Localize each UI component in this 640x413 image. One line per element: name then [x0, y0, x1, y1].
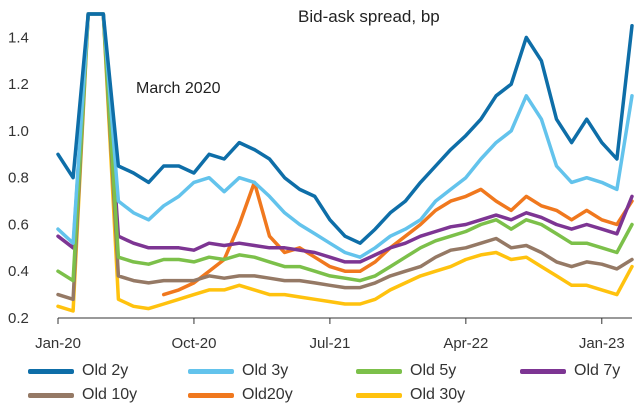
x-tick-label: Jan-20	[35, 335, 81, 352]
series-line-old20y	[161, 180, 634, 297]
legend-swatch	[188, 392, 234, 398]
legend-label: Old 2y	[82, 362, 129, 379]
legend-item: Old20y	[188, 386, 293, 404]
y-tick-label: 0.8	[8, 170, 29, 187]
series-line-old-2y	[56, 12, 634, 245]
legend-label: Old 7y	[574, 362, 621, 379]
series-line-old-10y	[56, 12, 634, 302]
y-tick-label: 0.2	[8, 310, 29, 327]
legend-swatch	[28, 392, 74, 398]
chart-title: Bid-ask spread, bp	[298, 7, 440, 26]
legend-item: Old 5y	[356, 362, 456, 380]
y-tick-label: 1.4	[8, 29, 29, 46]
legend-item: Old 10y	[28, 386, 137, 404]
march-2020-annotation: March 2020	[136, 80, 221, 97]
legend-item: Old 30y	[356, 386, 465, 404]
y-tick-label: 0.4	[8, 263, 29, 280]
legend-swatch	[188, 368, 234, 374]
x-tick-label: Oct-20	[171, 335, 216, 352]
series-line-old-30y	[56, 12, 634, 313]
y-tick-label: 1.2	[8, 76, 29, 93]
legend-label: Old 30y	[410, 386, 466, 403]
legend-label: Old 10y	[82, 386, 138, 403]
legend-item: Old 2y	[28, 362, 128, 380]
legend-swatch	[356, 392, 402, 398]
legend-swatch	[356, 368, 402, 374]
legend-item: Old 3y	[188, 362, 288, 380]
legend-item: Old 7y	[520, 362, 620, 380]
legend: Old 2y Old 3y Old 5y Old 7y Old 10y Old20y Old…	[28, 362, 636, 410]
x-tick-label: Apr-22	[443, 335, 488, 352]
series-line-old-5y	[56, 12, 634, 283]
legend-label: Old 3y	[242, 362, 289, 379]
series-line-old-7y	[56, 12, 634, 264]
y-tick-label: 1.0	[8, 123, 29, 140]
x-tick-label: Jul-21	[309, 335, 350, 352]
legend-swatch	[520, 368, 566, 374]
legend-label: Old20y	[242, 386, 293, 403]
legend-swatch	[28, 368, 74, 374]
y-tick-label: 0.6	[8, 216, 29, 233]
series-line-old-3y	[56, 12, 634, 259]
legend-label: Old 5y	[410, 362, 457, 379]
x-tick-label: Jan-23	[579, 335, 625, 352]
line-chart: Bid-ask spread, bp March 2020 0.2 0.4 0.6 0…	[8, 7, 634, 352]
